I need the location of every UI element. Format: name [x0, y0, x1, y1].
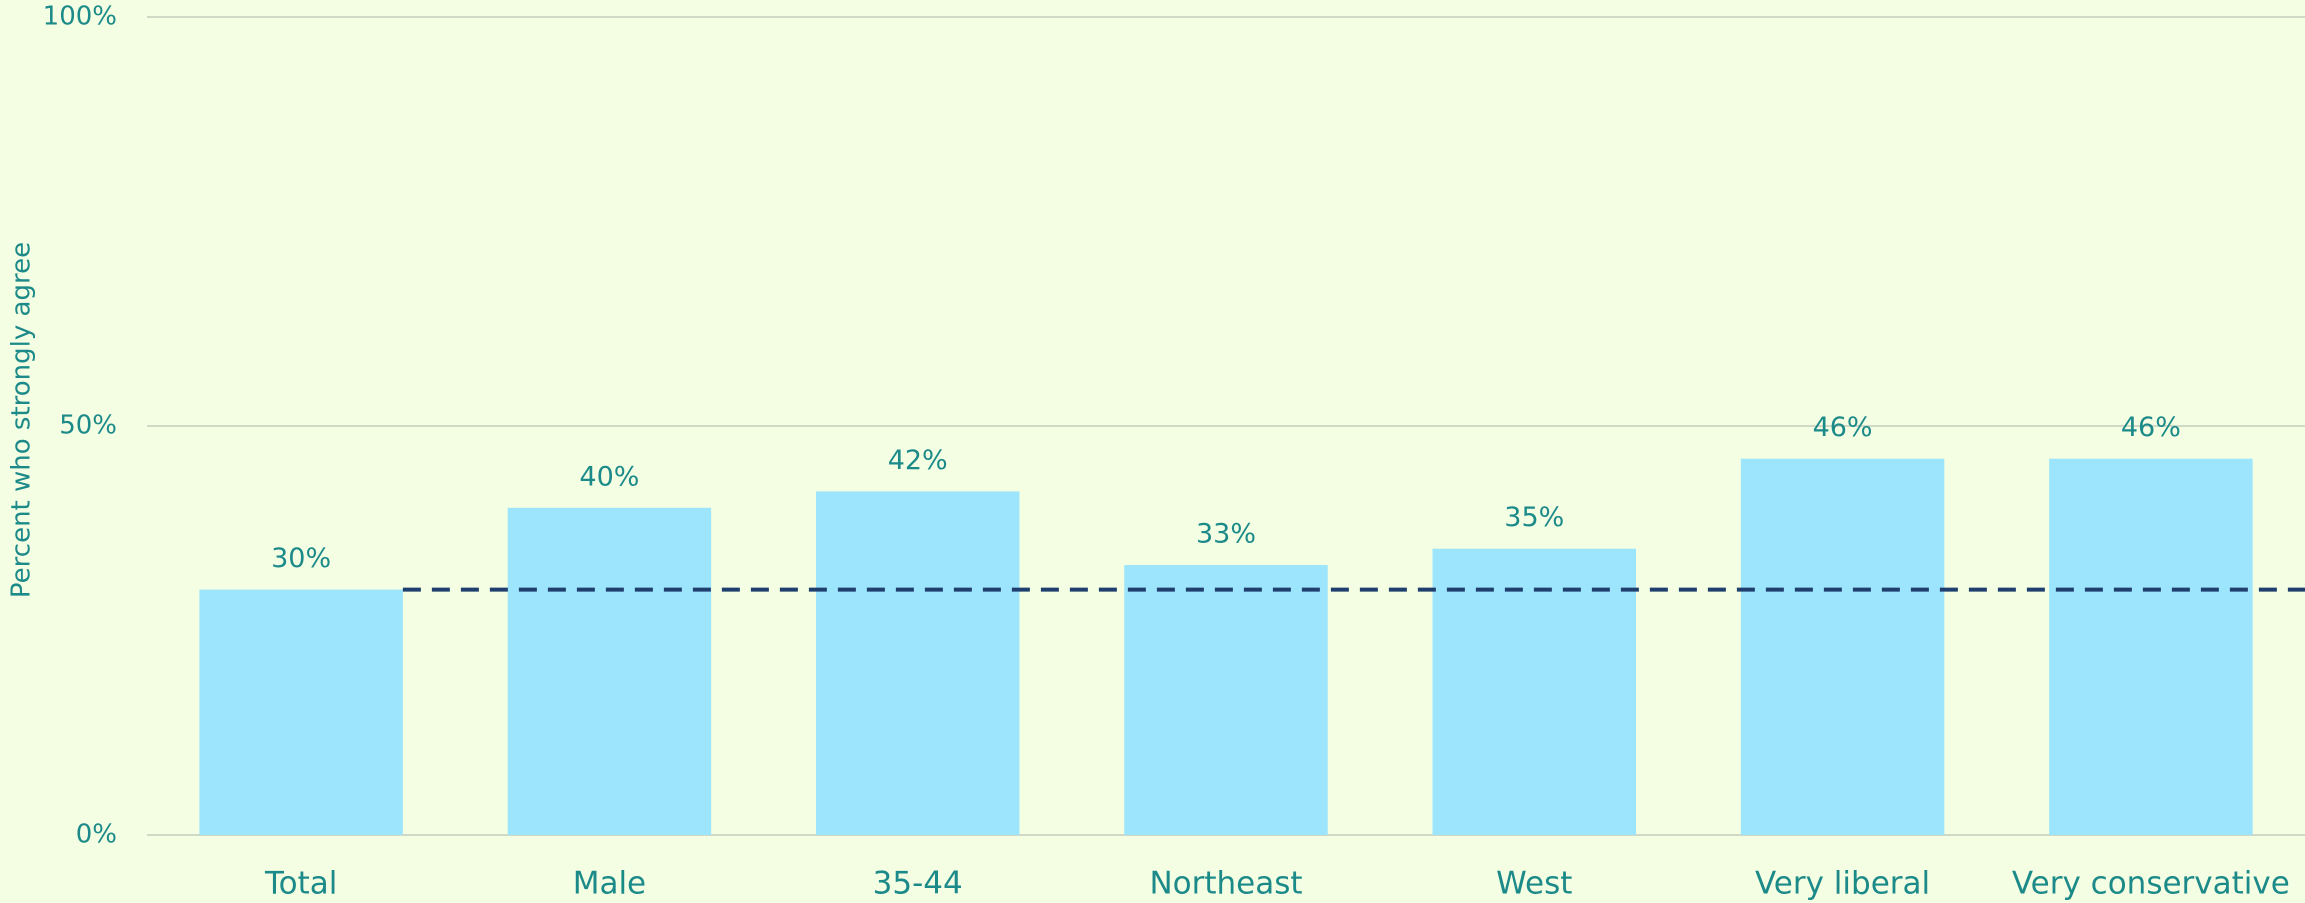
x-tick-label: Very liberal — [1755, 866, 1930, 902]
bar — [199, 589, 403, 835]
bar — [1432, 548, 1637, 835]
bar — [2049, 458, 2253, 835]
x-tick-label: Male — [573, 866, 646, 902]
value-label: 40% — [579, 461, 639, 492]
value-label: 30% — [271, 543, 331, 574]
x-tick-label: Northeast — [1149, 866, 1302, 902]
y-tick-label: 0% — [76, 820, 117, 850]
x-tick-label: Total — [264, 866, 337, 902]
value-label: 42% — [888, 445, 948, 476]
y-tick-label: 100% — [43, 2, 117, 32]
bar — [507, 507, 712, 835]
value-label: 33% — [1196, 519, 1256, 550]
bar — [1124, 565, 1328, 835]
bar — [815, 491, 1020, 835]
value-label: 46% — [1813, 412, 1873, 443]
value-label: 46% — [2121, 412, 2181, 443]
y-axis-title: Percent who strongly agree — [7, 242, 37, 598]
value-label: 35% — [1504, 502, 1564, 533]
x-tick-label: Very conservative — [2012, 866, 2290, 902]
x-tick-label: West — [1496, 866, 1572, 902]
y-tick-label: 50% — [59, 411, 117, 441]
bar — [1740, 458, 1945, 835]
x-tick-label: 35-44 — [873, 866, 963, 902]
